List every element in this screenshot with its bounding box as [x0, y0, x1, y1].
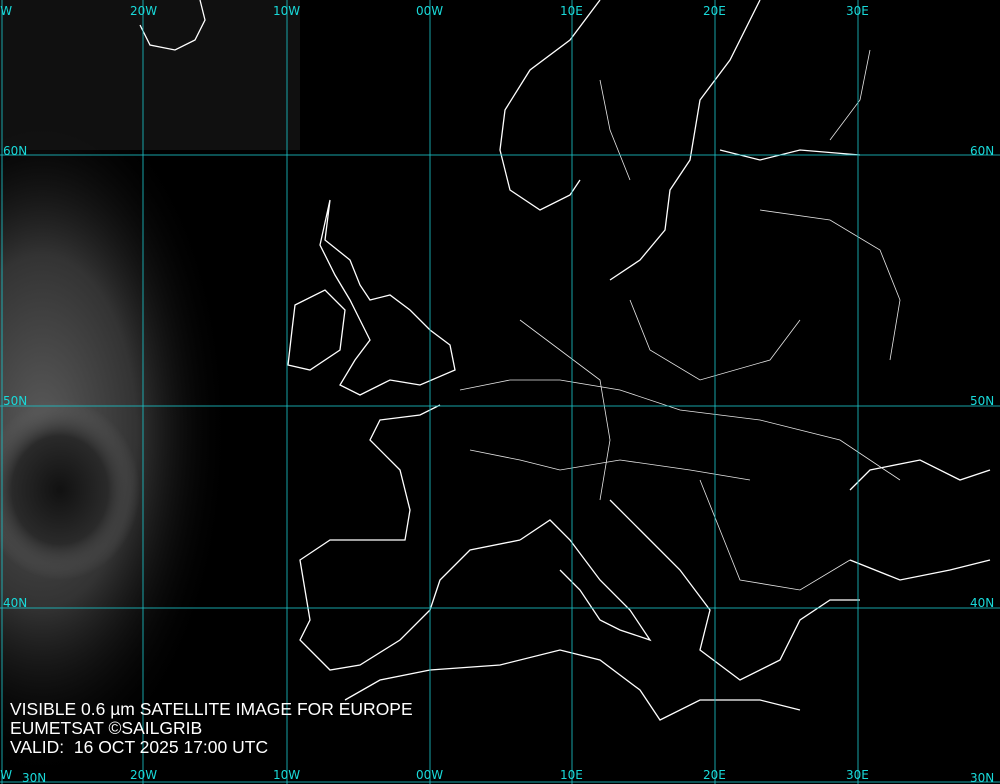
label-bottom-20w: 20W [130, 768, 157, 782]
caption-valid-time: VALID: 16 OCT 2025 17:00 UTC [10, 737, 269, 757]
label-bottom-00w: 00W [416, 768, 443, 782]
label-bottom-20e: 20E [703, 768, 726, 782]
label-left-40n: 40N [3, 596, 27, 610]
label-bottom-30w: 30W [0, 768, 12, 782]
coast-italy [519, 519, 652, 642]
caption-credit: EUMETSAT ©SAILGRIB [10, 718, 203, 738]
cloud-cover-top [0, 0, 300, 150]
label-top-20e: 20E [703, 4, 726, 18]
label-right-60n: 60N [970, 144, 994, 158]
coast-norway [499, 0, 601, 211]
coast-ireland [287, 289, 346, 371]
label-bottom-30n: 30N [22, 771, 46, 784]
coast-north-africa [344, 649, 801, 721]
coast-balkans-greece [609, 499, 860, 681]
coast-scotland-england [319, 199, 456, 396]
coast-iceland [139, 0, 206, 51]
label-bottom-10e: 10E [560, 768, 583, 782]
label-top-10w: 10W [273, 4, 300, 18]
cyclone-swirl [0, 400, 140, 580]
label-bottom-right-30n: 30N [970, 771, 994, 784]
label-left-50n: 50N [3, 394, 27, 408]
label-top-10e: 10E [560, 4, 583, 18]
image-caption: VISIBLE 0.6 µm SATELLITE IMAGE FOR EUROP… [10, 700, 413, 757]
coast-black-sea [849, 459, 991, 581]
label-bottom-30e: 30E [846, 768, 869, 782]
label-top-30w: 30W [0, 4, 12, 18]
country-borders [459, 49, 901, 591]
label-top-30e: 30E [846, 4, 869, 18]
label-left-60n: 60N [3, 144, 27, 158]
grid-labels: 30W 20W 10W 00W 10E 20E 30E 60N 50N 40N … [0, 4, 994, 784]
label-top-20w: 20W [130, 4, 157, 18]
label-top-00w: 00W [416, 4, 443, 18]
label-right-40n: 40N [970, 596, 994, 610]
coast-france-iberia [299, 404, 521, 671]
label-right-50n: 50N [970, 394, 994, 408]
label-bottom-10w: 10W [273, 768, 300, 782]
caption-title: VISIBLE 0.6 µm SATELLITE IMAGE FOR EUROP… [10, 699, 413, 719]
